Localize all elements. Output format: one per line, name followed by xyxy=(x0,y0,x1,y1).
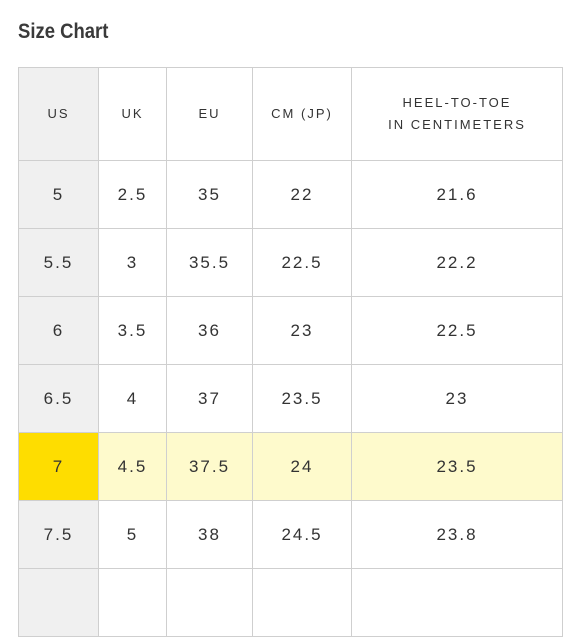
header-line: HEEL-TO-TOE xyxy=(402,95,512,110)
table-cell: 3 xyxy=(98,228,167,297)
header-row: US UK EU CM (JP) HEEL-TO-TOE IN CENTIMETERS xyxy=(18,67,563,161)
header-line: US xyxy=(47,106,70,121)
table-cell xyxy=(252,568,352,637)
column-header: US xyxy=(18,67,99,161)
table-cell: 3.5 xyxy=(98,296,167,365)
table-cell: 5.5 xyxy=(18,228,99,297)
table-cell xyxy=(18,568,99,637)
table-cell: 7.5 xyxy=(18,500,99,569)
table-row: 7.5 5 38 24.5 23.8 xyxy=(18,500,563,569)
table-cell: 21.6 xyxy=(351,160,563,229)
column-header: HEEL-TO-TOE IN CENTIMETERS xyxy=(351,67,563,161)
table-row xyxy=(18,568,563,637)
table-cell: 23 xyxy=(351,364,563,433)
table-row: 6.5 4 37 23.5 23 xyxy=(18,364,563,433)
title: Size Chart xyxy=(18,20,109,43)
size-table: US UK EU CM (JP) HEEL-TO-TOE IN CENTIMETERS 5… xyxy=(18,67,563,637)
table-cell: 23.5 xyxy=(252,364,352,433)
table-cell: 6 xyxy=(18,296,99,365)
table-cell: 22.2 xyxy=(351,228,563,297)
table-cell: 4.5 xyxy=(98,432,167,501)
table-cell: 5 xyxy=(18,160,99,229)
table-row: 5 2.5 35 22 21.6 xyxy=(18,160,563,229)
header-line: IN CENTIMETERS xyxy=(388,117,526,132)
header-line: UK xyxy=(121,106,144,121)
table-cell: 22.5 xyxy=(252,228,352,297)
table-cell: 6.5 xyxy=(18,364,99,433)
column-header: UK xyxy=(98,67,167,161)
table-cell xyxy=(98,568,167,637)
table-cell: 2.5 xyxy=(98,160,167,229)
table-cell: 7 xyxy=(18,432,99,501)
table-cell: 22.5 xyxy=(351,296,563,365)
table-cell: 23.5 xyxy=(351,432,563,501)
table-cell: 24 xyxy=(252,432,352,501)
table-row: 7 4.5 37.5 24 23.5 xyxy=(18,432,563,501)
table-cell: 22 xyxy=(252,160,352,229)
table-cell: 37 xyxy=(166,364,253,433)
table-cell: 36 xyxy=(166,296,253,365)
header-line: EU xyxy=(198,106,221,121)
table-cell: 4 xyxy=(98,364,167,433)
table-cell: 23 xyxy=(252,296,352,365)
table-body: 5 2.5 35 22 21.6 5.5 3 35.5 22.5 22.2 6 3.5 36 23 22.5… xyxy=(18,160,563,637)
table-cell xyxy=(166,568,253,637)
table-cell: 5 xyxy=(98,500,167,569)
table-cell: 23.8 xyxy=(351,500,563,569)
column-header: EU xyxy=(166,67,253,161)
page: Size Chart US UK EU CM (JP) HEEL-TO-TOE IN CE… xyxy=(18,20,563,637)
table-row: 5.5 3 35.5 22.5 22.2 xyxy=(18,228,563,297)
header-line: CM (JP) xyxy=(271,106,333,121)
table-cell: 35.5 xyxy=(166,228,253,297)
table-row: 6 3.5 36 23 22.5 xyxy=(18,296,563,365)
table-cell: 35 xyxy=(166,160,253,229)
table-cell: 37.5 xyxy=(166,432,253,501)
table-cell: 24.5 xyxy=(252,500,352,569)
table-cell: 38 xyxy=(166,500,253,569)
column-header: CM (JP) xyxy=(252,67,352,161)
table-cell xyxy=(351,568,563,637)
